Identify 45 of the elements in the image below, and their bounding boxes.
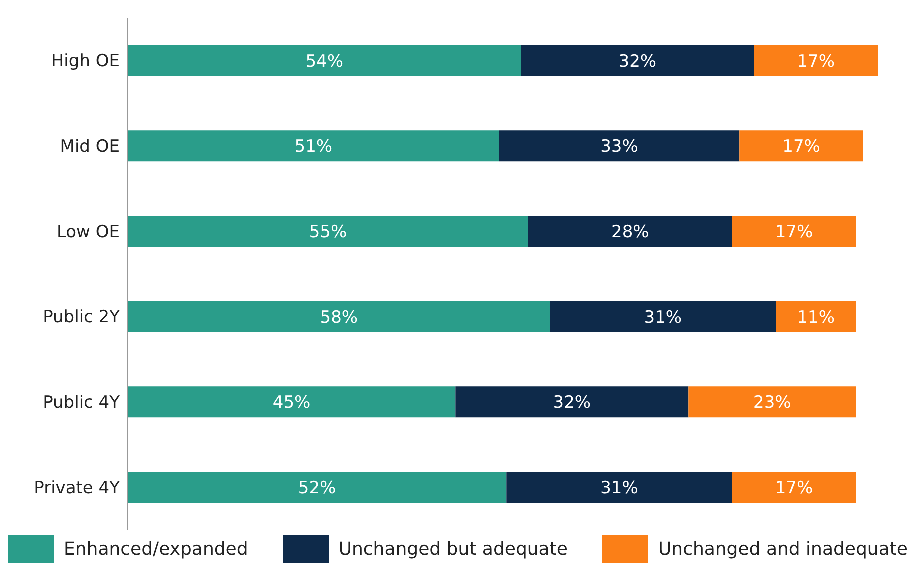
data-label: 17% [782,137,820,158]
data-label: 28% [612,222,650,243]
bar [456,386,689,418]
bar [732,472,856,503]
data-label: 51% [294,137,333,158]
bar [506,472,732,503]
bar [128,301,550,332]
bar [732,216,856,247]
bar [128,130,500,162]
bar [528,216,732,247]
data-label: 33% [600,137,638,158]
y-tick-label: Public 4Y [43,393,121,414]
data-label: 17% [775,222,814,243]
data-label: 52% [298,478,336,499]
data-label: 11% [797,308,836,328]
y-tick-label: Low OE [56,222,120,242]
data-label: 31% [600,478,638,499]
y-tick-label: Public 2Y [43,308,121,328]
legend-label: Enhanced/expanded [64,538,248,560]
data-label: 17% [775,478,814,499]
data-label: 55% [309,222,348,243]
data-label: 32% [618,52,657,72]
bar [740,130,864,162]
data-label: 23% [754,393,792,414]
data-label: 58% [320,308,358,328]
bar [521,45,754,76]
data-label: 17% [797,52,836,72]
bar [754,45,878,76]
data-label: 45% [272,393,311,414]
bar [128,386,456,418]
y-tick-label: Private 4Y [34,478,121,498]
bar [688,386,856,418]
bar [128,45,522,76]
data-label: 54% [306,52,344,72]
bar [128,216,528,247]
bar [776,301,856,332]
y-tick-label: Mid OE [60,137,120,158]
data-label: 32% [553,393,592,414]
y-tick-label: High OE [51,52,120,72]
bar [128,472,507,503]
bar [550,301,776,332]
legend-label: Unchanged but adequate [338,538,568,560]
legend-label: Unchanged and inadequate [658,538,908,560]
data-label: 31% [644,308,682,328]
bar [499,130,740,162]
